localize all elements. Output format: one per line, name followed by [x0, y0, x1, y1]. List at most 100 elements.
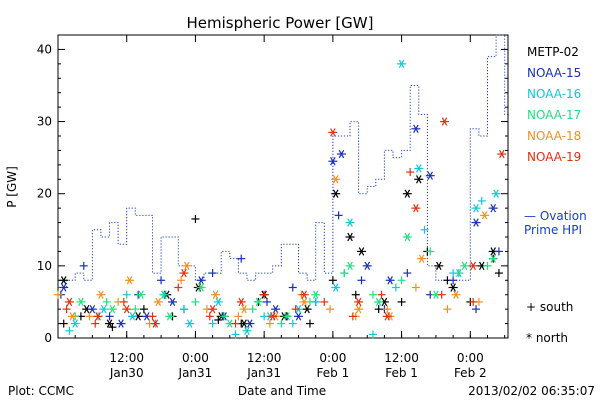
north-marker: [302, 304, 312, 314]
south-marker: [131, 305, 140, 314]
south-marker: [449, 276, 458, 285]
north-marker: [67, 312, 77, 321]
north-marker: [411, 124, 421, 133]
x-tick-date-label: Jan31: [178, 366, 213, 380]
legend-north: * north: [526, 331, 568, 345]
north-marker: [336, 149, 346, 159]
south-marker: [91, 319, 100, 328]
south-marker: [214, 315, 223, 324]
north-marker: [471, 203, 481, 213]
north-marker: [480, 211, 490, 220]
south-marker: [328, 276, 337, 285]
south-marker: [340, 269, 349, 278]
north-marker: [168, 297, 178, 307]
north-marker: [208, 304, 218, 314]
north-marker: [362, 261, 372, 271]
north-marker: [488, 203, 498, 213]
south-marker: [108, 323, 117, 332]
south-marker: [62, 305, 71, 314]
south-marker: [368, 290, 377, 299]
south-marker: [191, 214, 200, 223]
footer-source: Plot: CCMC: [8, 384, 74, 398]
north-marker: [236, 297, 246, 307]
north-marker: [182, 261, 192, 271]
south-marker: [469, 297, 478, 306]
north-marker: [122, 304, 132, 314]
south-marker: [403, 269, 412, 278]
south-marker: [102, 297, 111, 306]
north-marker: [356, 247, 366, 256]
south-marker: [437, 290, 446, 299]
south-marker: [119, 297, 128, 306]
north-marker: [294, 312, 304, 321]
south-marker: [397, 276, 406, 285]
south-marker: [357, 276, 366, 285]
north-marker: [448, 283, 458, 292]
south-marker: [383, 305, 392, 314]
north-marker: [345, 232, 355, 242]
north-marker: [76, 297, 86, 307]
x-tick-date-label: Feb 1: [385, 366, 418, 380]
south-marker: [277, 319, 286, 328]
legend-noaa-16: NOAA-16: [527, 87, 581, 101]
north-marker: [414, 175, 424, 184]
south-marker: [391, 283, 400, 292]
x-tick-label: 12:00: [109, 351, 144, 365]
north-marker: [196, 276, 206, 285]
south-marker: [177, 276, 186, 285]
x-tick-label: 0:00: [457, 351, 484, 365]
north-marker: [99, 304, 109, 314]
north-marker: [331, 189, 341, 198]
series-noaa-15: [56, 124, 503, 328]
x-tick-date-label: Jan30: [109, 366, 144, 380]
north-marker: [354, 297, 364, 307]
north-marker: [460, 261, 470, 271]
north-marker: [245, 319, 255, 328]
chart-title: Hemispheric Power [GW]: [187, 14, 374, 32]
north-marker: [374, 297, 384, 307]
north-marker: [165, 312, 175, 321]
south-marker: [248, 305, 257, 314]
south-marker: [472, 305, 481, 314]
north-marker: [311, 290, 321, 299]
y-tick-label: 30: [37, 115, 52, 129]
north-marker: [434, 261, 444, 271]
south-marker: [494, 269, 503, 278]
north-marker: [414, 164, 424, 173]
north-marker: [116, 319, 126, 328]
south-marker: [326, 305, 335, 314]
north-marker: [242, 326, 252, 335]
south-marker: [231, 330, 240, 339]
south-marker: [205, 312, 214, 321]
x-tick-label: 0:00: [319, 351, 346, 365]
south-marker: [305, 319, 314, 328]
y-tick-label: 20: [37, 187, 52, 201]
north-marker: [497, 149, 507, 159]
north-marker: [328, 128, 338, 137]
ovation-hpi-line: [58, 34, 508, 288]
x-tick-date-label: Feb 1: [317, 366, 350, 380]
south-marker: [220, 312, 229, 321]
south-marker: [79, 261, 88, 270]
south-marker: [139, 305, 148, 314]
north-marker: [185, 319, 195, 328]
series-noaa-19: [62, 117, 507, 328]
south-marker: [234, 312, 243, 321]
footer-timestamp: 2013/02/02 06:35:07: [468, 384, 595, 398]
x-tick-label: 12:00: [247, 351, 282, 365]
north-marker: [282, 312, 292, 321]
north-marker: [64, 297, 74, 307]
north-marker: [382, 312, 392, 321]
north-marker: [196, 283, 206, 292]
south-marker: [291, 305, 300, 314]
north-marker: [59, 276, 69, 285]
north-marker: [471, 218, 481, 227]
x-tick-date-label: Jan31: [246, 366, 281, 380]
north-marker: [239, 304, 249, 314]
south-marker: [483, 261, 492, 270]
north-marker: [417, 254, 427, 263]
north-marker: [468, 261, 478, 271]
x-axis-label: Date and Time: [238, 384, 326, 398]
north-marker: [402, 189, 412, 198]
